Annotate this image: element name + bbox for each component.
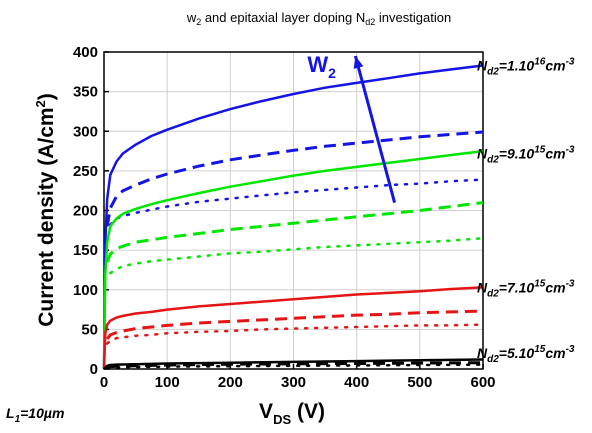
y-tick-label: 350 [73,84,98,101]
series-line-3 [109,178,485,227]
series-line-4 [102,149,484,370]
doping-label-2: Nd2=9.1015cm-3 [477,144,575,165]
y-tick-label: 250 [73,163,98,180]
y-tick-label: 150 [73,242,98,259]
series-line-5 [105,201,484,263]
x-tick-label: 300 [281,374,306,391]
series-line-7 [102,286,484,370]
series-line-8 [106,309,484,340]
x-tick-label: 200 [218,374,243,391]
doping-label-1: Nd2=1.1016cm-3 [477,56,575,77]
doping-label-4: Nd2=5.1015cm-3 [477,344,575,365]
w2-arrow-shaft [353,55,397,203]
y-tick-label: 200 [73,203,98,220]
series-line-6 [109,236,485,275]
y-tick-label: 100 [73,282,98,299]
doping-label-3: Nd2=7.1015cm-3 [477,278,575,299]
series-line-1 [102,64,484,370]
x-tick-label: 500 [407,374,432,391]
series-line-12 [105,363,485,370]
y-tick-label: 0 [90,361,98,378]
footnote-l1: L1=10µm [6,405,64,425]
x-tick-labels: 0 100 200 300 400 500 600 [100,374,496,391]
y-tick-labels: 0 50 100 150 200 250 300 350 400 [73,44,98,378]
series-line-11 [106,361,484,369]
grid-lines [103,51,484,370]
series-line-2 [105,130,484,227]
x-tick-label: 400 [344,374,369,391]
x-tick-label: 100 [155,374,180,391]
y-tick-label: 300 [73,123,98,140]
y-tick-label: 50 [81,321,98,338]
doping-annotations: Nd2=1.1016cm-3 Nd2=9.1015cm-3 Nd2=7.1015cm… [477,56,575,365]
series-lines [102,64,485,370]
series-line-10 [103,358,484,370]
series-line-9 [105,323,485,345]
y-axis-label: Current density (A/cm2) [33,93,58,327]
x-axis-label: VDS (V) [259,400,325,427]
y-tick-label: 400 [73,44,98,61]
x-tick-label: 600 [470,374,495,391]
x-tick-label: 0 [100,374,108,391]
w2-arrow: W2 [307,52,397,203]
chart-title: w2 and epitaxial layer doping Nd2 invest… [186,10,451,27]
w2-arrow-label: W2 [307,52,336,81]
w2-arrow-head [353,55,364,69]
